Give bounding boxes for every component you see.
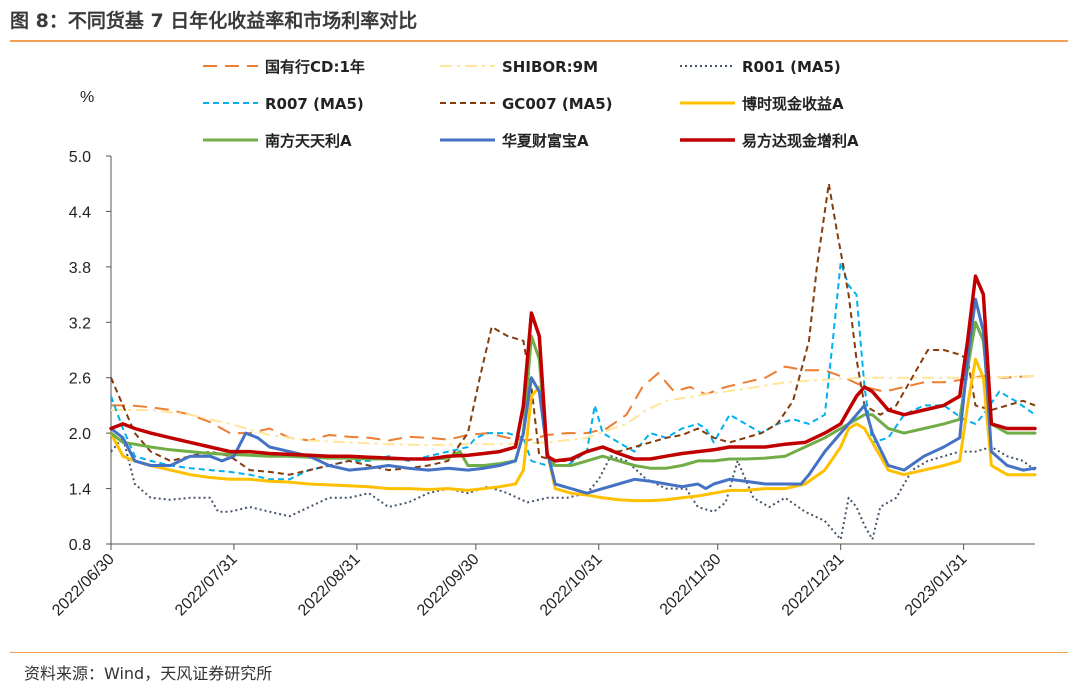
line-chart: 国有行CD:1年 SHIBOR:9M R001 (MA5) R007 (MA5) GC0… — [49, 58, 1037, 620]
x-tick-label: 2022/12/31 — [779, 551, 848, 620]
y-tick-label: 2.0 — [69, 426, 91, 443]
legend-label-1: 国有行CD:1年 — [265, 58, 365, 76]
legend-label-4: R007 (MA5) — [265, 95, 364, 113]
x-tick-label: 2022/07/31 — [172, 551, 241, 620]
series-line-8 — [109, 297, 1037, 495]
x-tick-label: 2023/01/31 — [902, 551, 971, 620]
y-tick-label: 5.0 — [69, 149, 91, 166]
legend-label-7: 南方天天利A — [265, 132, 352, 150]
y-tick-label: 3.2 — [69, 315, 91, 332]
legend-label-6: 博时现金收益A — [742, 95, 844, 113]
series-line-5 — [110, 182, 1036, 476]
y-tick-label: 2.6 — [69, 371, 91, 388]
y-axis-unit-label: % — [80, 89, 94, 106]
y-tick-label: 0.8 — [69, 537, 91, 554]
x-tick-label: 2022/09/30 — [414, 551, 483, 620]
x-tick-label: 2022/08/31 — [295, 551, 364, 620]
series-line-9 — [109, 274, 1037, 463]
series-line-6 — [109, 357, 1037, 503]
x-tick-label: 2022/11/30 — [657, 551, 725, 619]
series-line-2 — [111, 374, 1036, 447]
series-line-7 — [109, 320, 1037, 470]
legend-label-8: 华夏财富宝A — [502, 132, 589, 150]
x-tick-label: 2022/10/31 — [537, 551, 606, 620]
legend-label-9: 易方达现金增利A — [742, 132, 859, 150]
source-note: 资料来源：Wind，天风证券研究所 — [24, 664, 273, 683]
figure-title: 图 8：不同货基 7 日年化收益率和市场利率对比 — [10, 10, 418, 32]
legend-label-3: R001 (MA5) — [742, 58, 841, 76]
y-tick-label: 1.4 — [69, 482, 91, 499]
title-divider — [10, 40, 1068, 42]
x-tick-label: 2022/06/30 — [49, 551, 118, 620]
y-tick-label: 3.8 — [69, 260, 91, 277]
series-line-4 — [110, 261, 1036, 481]
legend-label-2: SHIBOR:9M — [502, 58, 598, 76]
y-tick-label: 4.4 — [69, 204, 91, 221]
chart-series — [109, 182, 1037, 541]
footer-divider — [10, 652, 1068, 653]
chart-legend: 国有行CD:1年 SHIBOR:9M R001 (MA5) R007 (MA5) GC0… — [203, 58, 859, 150]
series-line-3 — [110, 436, 1036, 541]
legend-label-5: GC007 (MA5) — [502, 95, 613, 113]
